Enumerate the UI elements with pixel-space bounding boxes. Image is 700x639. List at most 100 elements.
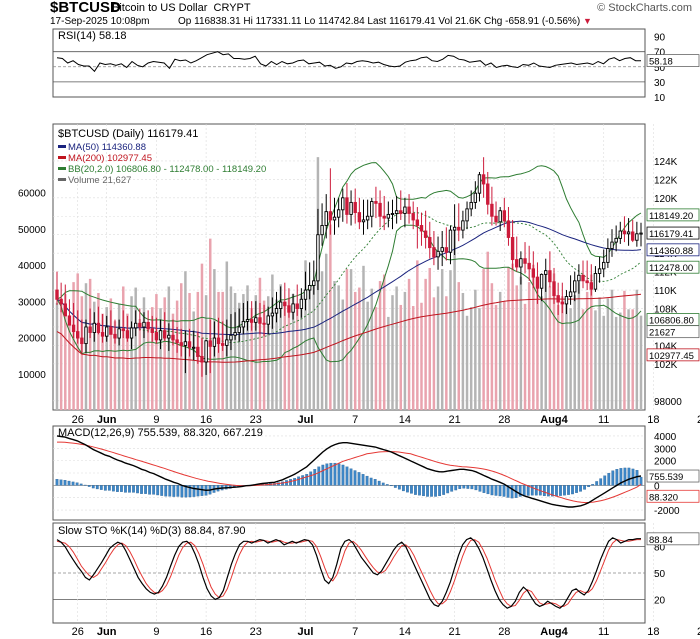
macd-histogram-bar bbox=[563, 485, 566, 496]
volume-tag: 21627 bbox=[649, 328, 675, 339]
candle bbox=[158, 330, 163, 341]
volume-bar bbox=[635, 289, 639, 410]
price-tag-5-box bbox=[646, 348, 700, 362]
x-axis-label-bottom: 21 bbox=[448, 626, 460, 638]
volume-bar bbox=[117, 303, 121, 410]
volume-bar bbox=[631, 309, 634, 410]
volume-bar bbox=[275, 299, 278, 410]
price-tick-label: 104K bbox=[654, 341, 678, 352]
volume-bar bbox=[258, 277, 262, 410]
macd-histogram-bar bbox=[579, 485, 582, 492]
macd-histogram-bar bbox=[196, 485, 200, 497]
volume-bar bbox=[329, 224, 332, 410]
candle bbox=[237, 326, 241, 333]
volume-bar bbox=[159, 308, 162, 410]
candle bbox=[320, 225, 324, 236]
bb-middle-band bbox=[56, 211, 642, 343]
volume-bar bbox=[304, 260, 307, 410]
candle bbox=[535, 276, 540, 289]
volume-bar bbox=[295, 303, 299, 410]
macd-legend: MACD(12,26,9) 755.539, 88.320, 667.219 bbox=[58, 427, 263, 439]
candle bbox=[76, 331, 80, 339]
macd-histogram-bar bbox=[79, 483, 83, 486]
candle bbox=[523, 258, 527, 264]
volume-bar bbox=[271, 274, 274, 410]
volume-bar bbox=[440, 269, 444, 410]
symbol-title: $BTCUSD bbox=[50, 0, 121, 16]
volume-bar bbox=[619, 312, 622, 410]
macd-histogram-bar bbox=[389, 485, 393, 487]
candle bbox=[105, 326, 109, 337]
macd-histogram-bar bbox=[522, 485, 526, 497]
x-axis-label: 14 bbox=[399, 414, 411, 426]
x-axis-label-bottom: 28 bbox=[498, 626, 510, 638]
x-axis-label-bottom: 16 bbox=[200, 626, 212, 638]
candle bbox=[283, 301, 287, 307]
candle bbox=[564, 296, 569, 305]
volume-bar bbox=[403, 291, 407, 410]
macd-histogram-bar bbox=[176, 485, 180, 497]
macd-histogram-bar bbox=[478, 485, 482, 492]
candle bbox=[67, 315, 72, 326]
price-tag-3: 112478.00 bbox=[649, 263, 693, 274]
candle bbox=[448, 229, 453, 253]
candle bbox=[100, 332, 105, 337]
macd-histogram-bar bbox=[132, 485, 135, 493]
volume-bar bbox=[511, 263, 514, 410]
macd-histogram-bar bbox=[59, 479, 63, 486]
volume-bar bbox=[573, 295, 576, 410]
volume-bar bbox=[101, 313, 104, 410]
volume-bar bbox=[552, 273, 556, 410]
volume-bar bbox=[250, 308, 253, 410]
volume-bar bbox=[333, 281, 336, 410]
sto-last-label: 88.84 bbox=[649, 535, 673, 546]
volume-bar bbox=[627, 309, 630, 410]
candle bbox=[150, 328, 154, 333]
macd-histogram-bar bbox=[397, 485, 401, 490]
sto-k-line bbox=[56, 537, 641, 609]
candle bbox=[477, 174, 482, 194]
volume-bar bbox=[449, 270, 452, 410]
candle bbox=[162, 330, 167, 339]
candle bbox=[63, 303, 67, 317]
candle bbox=[55, 289, 59, 300]
volume-bar bbox=[445, 296, 448, 410]
volume-bar bbox=[163, 297, 166, 410]
candle bbox=[80, 337, 84, 345]
candle bbox=[457, 226, 461, 231]
rsi-last-label: 58.18 bbox=[649, 57, 673, 68]
macd-histogram-bar bbox=[365, 475, 369, 486]
candle bbox=[639, 232, 643, 235]
candle bbox=[382, 215, 386, 219]
volume-bar bbox=[93, 301, 96, 410]
candle bbox=[171, 334, 175, 341]
candle bbox=[436, 250, 440, 258]
candle bbox=[88, 326, 92, 333]
x-axis-label-bottom: Jun bbox=[97, 626, 117, 638]
macd-histogram-bar bbox=[559, 485, 562, 496]
macd-histogram-bar bbox=[450, 485, 454, 492]
macd-histogram-bar bbox=[301, 475, 305, 486]
candle bbox=[254, 317, 258, 323]
candle bbox=[208, 340, 212, 347]
candle bbox=[167, 334, 171, 339]
candle bbox=[515, 259, 519, 268]
macd-histogram-bar bbox=[168, 485, 172, 497]
volume-bar bbox=[532, 264, 535, 410]
macd-histogram-bar bbox=[200, 485, 204, 496]
volume-bar bbox=[416, 260, 419, 410]
candle bbox=[84, 326, 88, 345]
macd-histogram-bar bbox=[329, 462, 333, 486]
macd-histogram-bar bbox=[184, 485, 188, 498]
volume-bar bbox=[556, 304, 560, 410]
volume-bar bbox=[606, 298, 610, 410]
candle bbox=[138, 322, 142, 328]
candle bbox=[270, 312, 275, 317]
sto-legend: Slow STO %K(14) %D(3) 88.84, 87.90 bbox=[58, 525, 246, 537]
volume-bar bbox=[515, 285, 518, 410]
volume-bar bbox=[391, 295, 394, 410]
macd-histogram-bar bbox=[116, 485, 119, 492]
macd-tick-label: 4000 bbox=[654, 432, 677, 443]
macd-histogram-bar bbox=[180, 485, 184, 498]
volume-bar bbox=[324, 253, 328, 410]
